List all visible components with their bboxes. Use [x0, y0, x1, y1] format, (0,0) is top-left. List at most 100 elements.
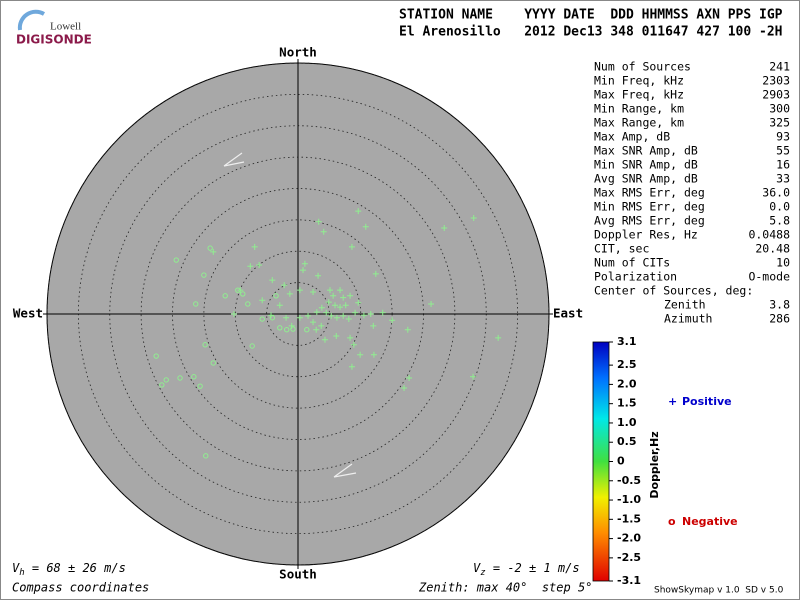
source-point: [428, 300, 435, 307]
source-point: [345, 316, 352, 323]
source-point: [277, 325, 283, 331]
source-point: [210, 360, 216, 366]
vh-value: = 68 ± 26 m/s: [25, 561, 126, 575]
stat-label: Zenith: [664, 298, 706, 312]
source-point: [360, 312, 367, 319]
source-point: [495, 334, 502, 341]
source-point: [355, 208, 362, 215]
stat-label: Max Freq, kHz: [594, 88, 684, 102]
stat-value: 0.0: [769, 200, 790, 214]
source-point: [370, 351, 377, 358]
stat-label: Max Range, km: [594, 116, 684, 130]
source-point: [347, 292, 354, 299]
source-point: [348, 243, 355, 250]
header-line: El Arenosillo 2012 Dec13 348 011647 427 …: [399, 25, 783, 40]
colorbar-tick-label: 2.5: [617, 358, 637, 371]
source-point: [207, 245, 213, 251]
source-point: [235, 287, 241, 293]
source-point: [441, 225, 448, 232]
stat-label: Min Freq, kHz: [594, 74, 684, 88]
source-point: [327, 287, 334, 294]
source-point: [342, 302, 349, 309]
colorbar-tick-label: 1.5: [617, 397, 637, 410]
compass-label: North: [279, 45, 317, 60]
stat-value: 0.0488: [748, 228, 790, 242]
stat-value: 93: [776, 130, 790, 144]
vh-sub: h: [19, 568, 24, 578]
source-point: [320, 228, 327, 235]
colorbar-tick-label: 2.0: [617, 377, 637, 390]
colorbar-tick-label: -2.0: [617, 532, 641, 545]
source-point: [406, 375, 413, 382]
source-point: [269, 277, 276, 284]
stat-value: 5.8: [769, 214, 790, 228]
source-point: [210, 248, 217, 255]
source-point: [310, 289, 317, 296]
stat-label: Azimuth: [664, 312, 712, 326]
source-point: [470, 373, 477, 380]
source-point: [163, 377, 169, 383]
stat-label: Max Amp, dB: [594, 130, 670, 144]
stat-value: 241: [769, 60, 790, 74]
source-point: [276, 302, 283, 309]
stat-label: Doppler Res, Hz: [594, 228, 698, 242]
source-point: [159, 382, 165, 388]
stat-value: 3.8: [769, 298, 790, 312]
stat-label: Avg RMS Err, deg: [594, 214, 705, 228]
colorbar-tick-label: -0.5: [617, 474, 641, 487]
legend-marker: o: [668, 515, 676, 528]
source-point: [301, 260, 308, 267]
colorbar-tick-label: -3.1: [617, 574, 641, 587]
source-point: [370, 322, 377, 329]
source-point: [281, 282, 288, 289]
source-point: [328, 312, 335, 319]
colorbar-tick-label: 1.0: [617, 416, 637, 429]
source-point: [401, 385, 408, 392]
source-point: [348, 363, 355, 370]
stat-label: Avg SNR Amp, dB: [594, 172, 698, 186]
source-point: [153, 353, 159, 359]
stat-value: 55: [776, 144, 790, 158]
vz-value: = -2 ± 1 m/s: [486, 561, 580, 575]
stat-value: 286: [769, 312, 790, 326]
source-point: [304, 326, 310, 333]
colorbar-tick-label: 0: [617, 455, 625, 468]
stat-value: O-mode: [748, 270, 790, 284]
stat-value: 325: [769, 116, 790, 130]
source-point: [259, 297, 266, 304]
stat-value: 20.48: [755, 242, 790, 256]
legend-marker: +: [668, 395, 677, 408]
compass-label: West: [13, 306, 43, 321]
source-point: [251, 243, 258, 250]
source-point: [318, 322, 325, 329]
source-point: [325, 299, 332, 306]
source-point: [296, 314, 303, 321]
source-point: [305, 312, 312, 319]
source-point: [273, 293, 279, 299]
source-point: [177, 375, 183, 381]
stat-label: Num of CITs: [594, 256, 670, 270]
source-point: [313, 309, 320, 316]
source-point: [315, 218, 322, 225]
source-point: [202, 342, 208, 348]
source-point: [259, 316, 265, 322]
stat-label: Min Range, km: [594, 102, 684, 116]
source-point: [340, 312, 347, 319]
source-point: [249, 343, 255, 349]
legend-label: Positive: [682, 395, 732, 408]
coords-text: Compass coordinates: [12, 581, 149, 595]
source-point: [313, 326, 320, 333]
source-point: [240, 291, 246, 297]
vz-symbol: V: [473, 561, 481, 575]
stat-label: Num of Sources: [594, 60, 691, 74]
source-point: [230, 311, 237, 317]
zenith-text: Zenith: max 40° step 5°: [418, 581, 592, 595]
source-point: [362, 223, 369, 230]
stat-value: 36.0: [762, 186, 790, 200]
colorbar-tick-label: -1.0: [617, 493, 641, 506]
source-point: [300, 267, 307, 274]
compass-label: East: [553, 306, 583, 321]
source-point: [245, 301, 251, 307]
legend-label: Negative: [682, 515, 738, 528]
